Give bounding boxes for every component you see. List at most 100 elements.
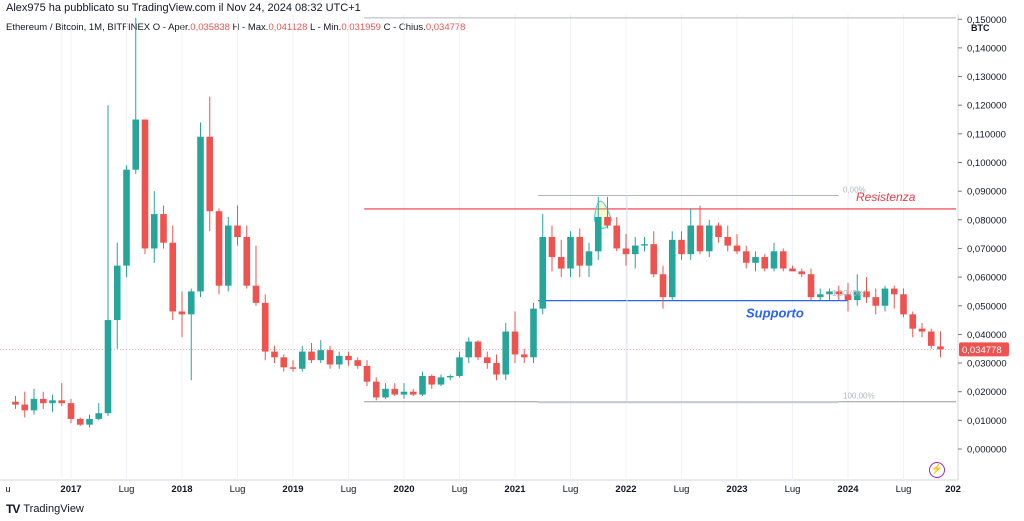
- candle: [807, 268, 815, 301]
- candle: [428, 374, 436, 389]
- candle: [400, 383, 408, 399]
- candle-body: [733, 245, 741, 252]
- candle: [474, 340, 482, 361]
- candle-body: [798, 271, 806, 275]
- candle: [881, 285, 889, 312]
- currency-label: BTC: [971, 23, 990, 33]
- candle: [160, 205, 167, 249]
- candle-body: [335, 355, 343, 365]
- candle: [659, 265, 667, 309]
- candle: [49, 394, 56, 412]
- candle-body: [724, 236, 732, 246]
- candle: [308, 342, 315, 364]
- candle-body: [95, 413, 103, 419]
- candle-body: [86, 418, 93, 425]
- candle-body: [641, 244, 648, 246]
- candle-body: [900, 294, 907, 315]
- candle: [113, 242, 121, 349]
- footer: TV TradingView: [6, 502, 84, 516]
- price-tick-label: 0,040000: [967, 330, 1007, 341]
- symbol-label: Ethereum / Bitcoin, 1M, BITFINEX: [6, 22, 151, 33]
- candle-body: [520, 354, 528, 358]
- candle-body: [502, 331, 510, 375]
- price-tick-label: 0,120000: [967, 101, 1007, 112]
- price-tick-label: 0,060000: [967, 273, 1007, 284]
- symbol-ohlc-legend: Ethereum / Bitcoin, 1M, BITFINEX O - Ape…: [6, 22, 465, 33]
- time-axis[interactable]: u 2017 Lug 2018 Lug 2019 Lug 2020 Lug 2021 Lug 2022…: [5, 484, 961, 495]
- tradingview-logo-icon: TV: [6, 502, 20, 516]
- candle-body: [705, 225, 713, 252]
- candle: [382, 383, 389, 399]
- candle-body: [382, 388, 389, 398]
- candle-body: [215, 211, 223, 286]
- low-value: 0,031959: [341, 22, 381, 33]
- candle: [770, 242, 778, 272]
- candle-body: [280, 357, 288, 368]
- candle: [890, 285, 898, 309]
- candle-body: [539, 236, 547, 309]
- candle: [197, 122, 204, 298]
- time-tick-label: 2023: [726, 484, 747, 495]
- last-price-tag: [959, 342, 1009, 357]
- candle: [317, 340, 325, 364]
- candle: [761, 254, 769, 272]
- candle: [391, 383, 399, 396]
- candle: [132, 17, 140, 174]
- price-tick-label: 0,000000: [967, 445, 1007, 456]
- candle-body: [271, 351, 278, 358]
- candle-body: [715, 225, 722, 237]
- candle: [224, 216, 232, 292]
- candle-body: [132, 119, 140, 170]
- time-tick-label: Lug: [896, 484, 912, 495]
- candle: [372, 377, 380, 401]
- candle: [345, 351, 352, 366]
- candle: [363, 360, 371, 386]
- candle: [567, 231, 574, 278]
- candle-body: [21, 404, 29, 411]
- candle-body: [326, 350, 334, 365]
- candle-body: [391, 388, 399, 395]
- candle-body: [631, 245, 639, 255]
- candle-body: [779, 251, 787, 269]
- candle: [150, 191, 158, 263]
- candle-body: [206, 136, 214, 212]
- candle-body: [890, 288, 898, 295]
- candle: [86, 414, 93, 428]
- candle-body: [39, 398, 47, 404]
- candle: [853, 274, 861, 306]
- candle: [215, 208, 223, 295]
- candle-body: [123, 169, 130, 266]
- candle: [21, 391, 29, 418]
- time-tick-label: 2017: [60, 484, 81, 495]
- time-tick-label: 2020: [393, 484, 414, 495]
- lightning-icon[interactable]: ⚡: [929, 462, 945, 478]
- candle-body: [67, 403, 75, 419]
- candle-body: [687, 225, 695, 255]
- brand-label: TradingView: [23, 503, 84, 515]
- time-tick-label: Lug: [674, 484, 690, 495]
- candle-body: [141, 119, 149, 249]
- candle-body: [465, 341, 473, 358]
- candle: [30, 388, 38, 415]
- fib-mid-label: 1,00 (0%): [832, 289, 867, 298]
- annotation-labels: Resistenza Supporto 0,00% 1,00 (0%) 100,00%: [746, 185, 916, 400]
- candle-body: [104, 320, 112, 414]
- candle: [789, 265, 796, 272]
- candle: [456, 351, 463, 378]
- time-tick-label: 2018: [171, 484, 192, 495]
- candle-body: [872, 297, 880, 306]
- candle: [39, 391, 47, 409]
- close-value: 0,034778: [425, 22, 466, 33]
- candle: [918, 322, 926, 338]
- close-label: C - Chius.: [383, 22, 426, 33]
- resistance-label: Resistenza: [856, 190, 916, 204]
- candle: [631, 236, 639, 269]
- candle-body: [30, 398, 38, 411]
- price-axis[interactable]: 0,150000 0,140000 0,130000 0,120000 0,110000…: [958, 15, 1009, 456]
- candle-body: [557, 257, 565, 269]
- candle-body: [770, 251, 778, 269]
- price-tick-label: 0,010000: [967, 416, 1007, 427]
- candle-body: [844, 294, 852, 301]
- candle-body: [113, 265, 121, 321]
